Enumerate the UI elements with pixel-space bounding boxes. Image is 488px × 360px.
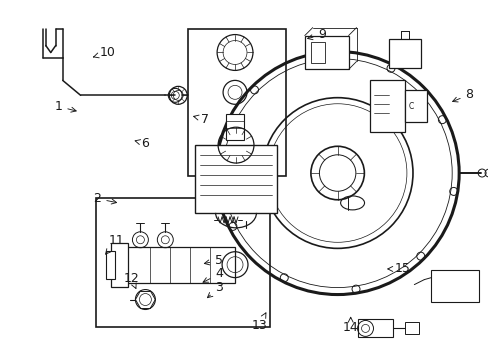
Bar: [110, 243, 128, 287]
Bar: [430, 270, 478, 302]
Text: 3: 3: [207, 281, 223, 298]
Text: 15: 15: [387, 262, 410, 275]
Text: 13: 13: [251, 313, 266, 332]
Bar: [310, 41, 324, 63]
Text: 1: 1: [54, 100, 76, 113]
Bar: [304, 36, 348, 69]
Text: 8: 8: [452, 88, 472, 102]
Bar: [357, 319, 393, 337]
Text: 6: 6: [135, 137, 149, 150]
Bar: [195, 145, 276, 213]
Bar: [225, 114, 244, 140]
Text: 14: 14: [342, 317, 358, 334]
Bar: [188, 28, 285, 176]
Text: 11: 11: [105, 234, 124, 254]
Text: 10: 10: [93, 46, 115, 59]
Bar: [105, 251, 115, 279]
Text: C: C: [408, 102, 413, 111]
Bar: [125, 247, 235, 283]
Text: 7: 7: [193, 113, 208, 126]
Text: 4: 4: [203, 267, 223, 282]
Bar: [405, 323, 419, 334]
Bar: [95, 198, 269, 328]
Bar: [405, 90, 427, 122]
Text: 5: 5: [204, 254, 223, 267]
Bar: [369, 80, 405, 132]
Text: 9: 9: [307, 28, 325, 41]
Text: 2: 2: [93, 192, 116, 205]
Bar: [388, 39, 421, 68]
Text: 12: 12: [123, 272, 139, 288]
